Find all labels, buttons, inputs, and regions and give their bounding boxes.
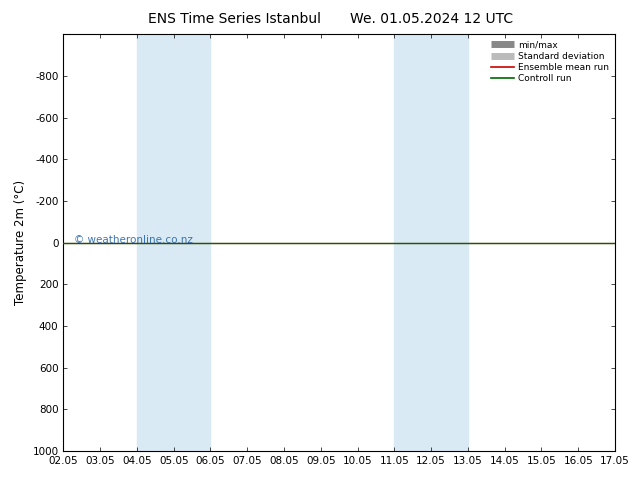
Y-axis label: Temperature 2m (°C): Temperature 2m (°C) — [14, 180, 27, 305]
Legend: min/max, Standard deviation, Ensemble mean run, Controll run: min/max, Standard deviation, Ensemble me… — [489, 39, 611, 85]
Bar — [394, 34, 468, 451]
Bar — [137, 34, 210, 451]
Text: ENS Time Series Istanbul: ENS Time Series Istanbul — [148, 12, 321, 26]
Text: © weatheronline.co.nz: © weatheronline.co.nz — [74, 236, 193, 245]
Text: We. 01.05.2024 12 UTC: We. 01.05.2024 12 UTC — [349, 12, 513, 26]
